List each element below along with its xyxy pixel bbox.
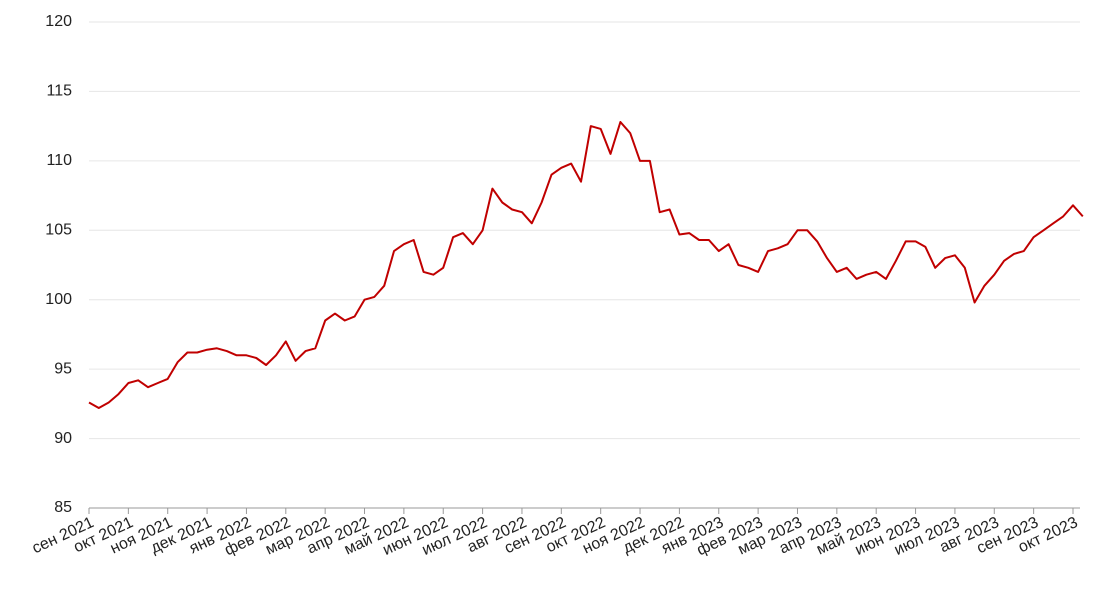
y-tick-label: 85 (54, 499, 72, 516)
y-tick-label: 115 (46, 83, 72, 100)
y-tick-label: 110 (46, 152, 72, 169)
y-tick-label: 90 (54, 430, 72, 447)
y-tick-label: 105 (45, 222, 72, 239)
line-series (88, 121, 1084, 409)
y-tick-label: 100 (45, 291, 72, 308)
y-tick-label: 95 (54, 360, 72, 377)
y-tick-label: 120 (45, 13, 72, 30)
